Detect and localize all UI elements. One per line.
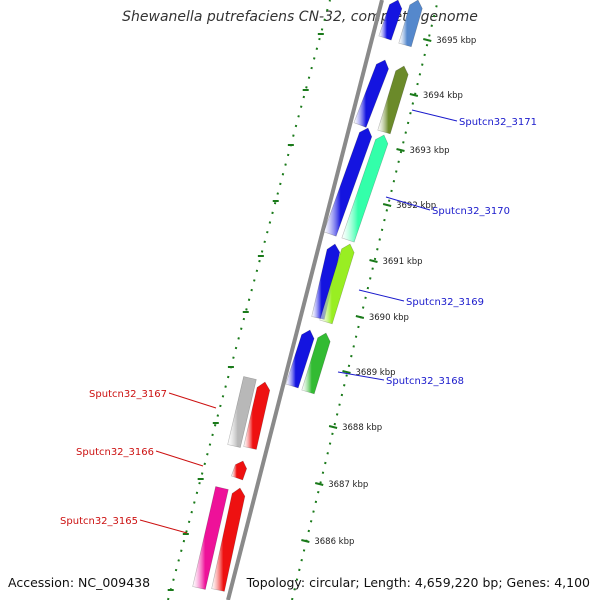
scale-tick-label: 3686 kbp: [314, 537, 354, 547]
gene-label-forward: Sputcn32_3168: [386, 376, 464, 387]
scale-tick-label: 3687 kbp: [328, 480, 368, 490]
scale-tick: [328, 425, 338, 429]
gene-arrow-forward: [323, 127, 373, 237]
gene-label-reverse: Sputcn32_3167: [89, 389, 167, 400]
topology-text: Topology: circular; Length: 4,659,220 bp…: [246, 575, 590, 590]
gene-label-forward: Sputcn32_3171: [459, 117, 537, 128]
gene-label-reverse: Sputcn32_3165: [60, 516, 138, 527]
gene-label-forward: Sputcn32_3170: [432, 206, 510, 217]
scale-tick: [369, 259, 378, 263]
gene-arrow-Sputcn32_3165: [192, 486, 229, 590]
leader-line: [358, 289, 405, 302]
scale-tick: [409, 93, 419, 97]
genome-backbone: [226, 0, 384, 600]
scale-tick: [396, 148, 405, 152]
gene-arrow-forward: [378, 0, 403, 41]
gene-arrow-Sputcn32_3170: [341, 134, 389, 243]
leader-line: [411, 109, 458, 122]
leader-line: [139, 519, 188, 534]
leader-line: [337, 371, 385, 381]
gene-arrow-Sputcn32_3168: [301, 332, 331, 395]
gene-arrow-forward: [311, 243, 341, 320]
scale-tick-label: 3694 kbp: [423, 91, 463, 101]
leader-line: [168, 392, 217, 409]
scale-tick: [423, 38, 432, 42]
gene-arrow-forward: [353, 59, 389, 128]
scale-tick: [301, 539, 310, 543]
scale-tick: [314, 482, 324, 486]
gene-arrow-forward: [398, 0, 423, 48]
gene-arrow-Sputcn32_3166: [230, 460, 247, 481]
scale-tick: [342, 370, 351, 374]
scale-tick-label: 3695 kbp: [436, 36, 476, 46]
gene-arrow-Sputcn32_3171: [377, 65, 409, 135]
scale-track-left: [167, 0, 331, 600]
gene-arrow-reverse: [211, 487, 246, 592]
accession-text: Accession: NC_009438: [8, 575, 151, 590]
gene-label-forward: Sputcn32_3169: [406, 297, 484, 308]
leader-line: [155, 450, 204, 467]
scale-tick-label: 3690 kbp: [369, 313, 409, 323]
scale-tick-label: 3691 kbp: [382, 257, 422, 267]
gene-arrow-Sputcn32_3169: [319, 243, 355, 325]
scale-tick-label: 3688 kbp: [342, 423, 382, 433]
gene-arrow-reverse: [243, 381, 271, 450]
scale-tick: [355, 315, 365, 319]
leader-line: [385, 196, 431, 211]
gene-arrow-forward: [285, 329, 315, 389]
gene-arrow-Sputcn32_3167: [227, 376, 257, 448]
scale-tick-label: 3693 kbp: [410, 146, 450, 156]
scale-tick-label: 3689 kbp: [355, 368, 395, 378]
scale-tick: [382, 203, 392, 207]
gene-label-reverse: Sputcn32_3166: [76, 447, 154, 458]
